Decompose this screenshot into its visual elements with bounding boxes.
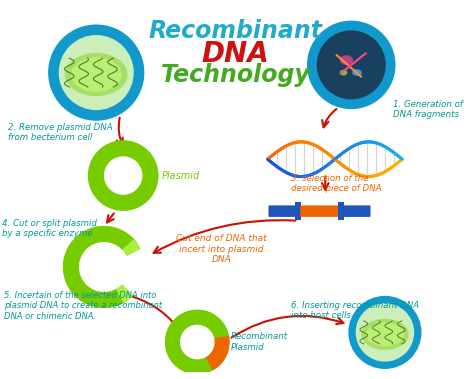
Polygon shape bbox=[206, 337, 229, 370]
Text: 5. Incertain of the selected DNA into
plasmid DNA to create a recombinant
DNA or: 5. Incertain of the selected DNA into pl… bbox=[4, 291, 162, 321]
FancyBboxPatch shape bbox=[268, 205, 299, 217]
Bar bbox=[295, 202, 301, 220]
Circle shape bbox=[180, 325, 215, 359]
Circle shape bbox=[317, 30, 386, 99]
Text: 2. Remove plasmid DNA
from becterium cell: 2. Remove plasmid DNA from becterium cel… bbox=[8, 123, 112, 142]
Ellipse shape bbox=[340, 55, 353, 65]
Ellipse shape bbox=[340, 70, 347, 75]
Bar bbox=[338, 202, 344, 220]
Text: Recombinant: Recombinant bbox=[149, 19, 323, 43]
Text: Plasmid: Plasmid bbox=[162, 171, 200, 180]
Polygon shape bbox=[122, 240, 140, 255]
Ellipse shape bbox=[366, 323, 404, 346]
Circle shape bbox=[59, 35, 134, 110]
Polygon shape bbox=[117, 285, 133, 302]
Text: 6. Inserting recombinant DNA
into host cells: 6. Inserting recombinant DNA into host c… bbox=[291, 301, 419, 320]
Text: DNA: DNA bbox=[202, 40, 270, 68]
Text: Recombinant
Plasmid: Recombinant Plasmid bbox=[231, 332, 288, 352]
Text: 1. Generation of
DNA fragments: 1. Generation of DNA fragments bbox=[392, 100, 463, 119]
Ellipse shape bbox=[71, 57, 121, 92]
Circle shape bbox=[307, 20, 395, 109]
Circle shape bbox=[79, 242, 129, 292]
Text: Cut end of DNA that
incert into plasmid
DNA: Cut end of DNA that incert into plasmid … bbox=[176, 234, 267, 264]
Text: 3. selection of the
desired piece of DNA: 3. selection of the desired piece of DNA bbox=[291, 174, 381, 193]
Circle shape bbox=[348, 296, 421, 369]
FancyBboxPatch shape bbox=[340, 205, 371, 217]
Ellipse shape bbox=[65, 53, 128, 96]
Polygon shape bbox=[165, 310, 228, 374]
Ellipse shape bbox=[361, 319, 409, 350]
FancyBboxPatch shape bbox=[300, 205, 339, 217]
Text: 4. Cut or split plasmid
by a specific enzyme: 4. Cut or split plasmid by a specific en… bbox=[2, 219, 97, 238]
Polygon shape bbox=[64, 227, 137, 307]
Ellipse shape bbox=[352, 69, 362, 76]
Circle shape bbox=[104, 156, 142, 195]
Text: Technology: Technology bbox=[161, 63, 310, 87]
Polygon shape bbox=[89, 141, 158, 210]
Circle shape bbox=[356, 303, 414, 362]
Circle shape bbox=[48, 25, 145, 121]
